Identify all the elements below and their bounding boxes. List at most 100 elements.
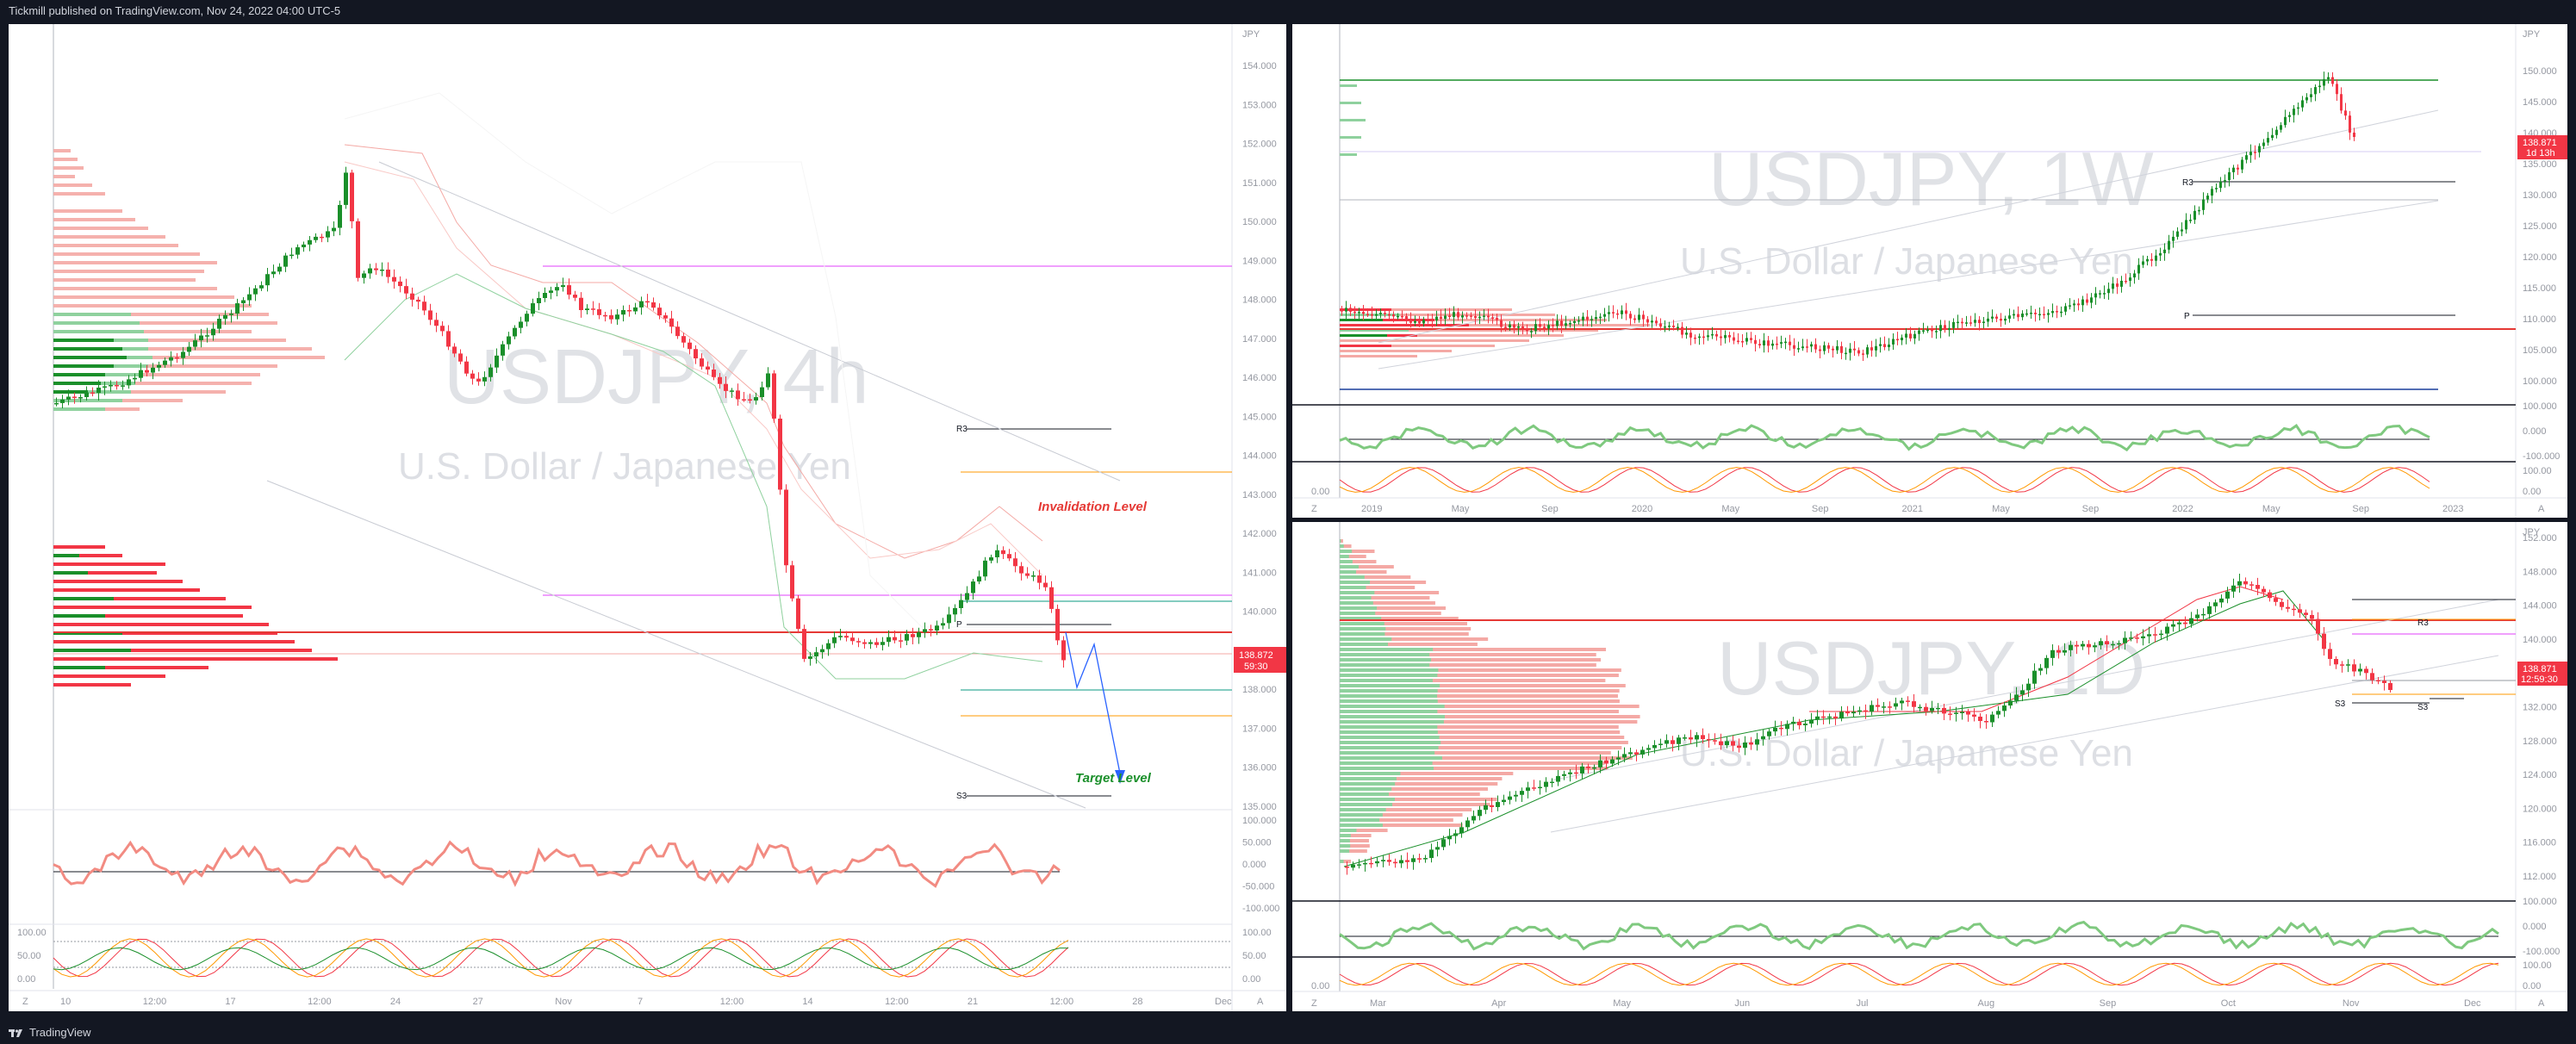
candle	[1422, 320, 1425, 324]
chart-panel-1w[interactable]: USDJPY, 1W U.S. Dollar / Japanese Yen R3…	[1292, 24, 2567, 518]
candle	[1720, 336, 1722, 339]
time-axis-1w[interactable]: 2019 May Sep 2020 May Sep 2021 May Sep 2022 May Sep…	[1361, 504, 2463, 514]
volume-bar	[1340, 777, 1397, 780]
candle	[1037, 575, 1042, 583]
candle	[1707, 739, 1711, 741]
chart-panel-1d[interactable]: USDJPY, 1D U.S. Dollar / Japanese Yen S3…	[1292, 522, 2567, 1011]
candle	[199, 335, 203, 341]
rsi-line-1d	[1339, 920, 2499, 951]
axis-tick: -100.000	[2523, 947, 2560, 957]
candle	[2201, 613, 2206, 616]
candle	[2099, 641, 2103, 646]
candle	[1031, 575, 1036, 577]
candle	[1608, 312, 1610, 314]
time-tick: 12:00	[885, 997, 909, 1007]
candle	[838, 636, 843, 637]
candle	[1345, 308, 1347, 312]
candle	[1496, 802, 1500, 807]
candle	[1055, 608, 1060, 641]
candle	[1487, 315, 1490, 318]
candle	[1530, 331, 1533, 332]
price-axis-1w[interactable]: 150.000145.000140.000135.000130.000125.0…	[2523, 66, 2557, 387]
volume-profile-4h	[53, 149, 338, 687]
candle	[1864, 710, 1868, 712]
volume-bar	[1340, 823, 1383, 827]
chart-4h-canvas[interactable]: USDJPY, 4h U.S. Dollar / Japanese Yen	[9, 24, 1286, 1011]
candle	[1668, 326, 1671, 327]
candle	[2150, 258, 2153, 261]
candle	[1750, 338, 1752, 340]
candle	[1966, 712, 1970, 715]
volume-bar	[1340, 586, 1416, 589]
candle	[694, 349, 698, 359]
candle	[1598, 760, 1602, 767]
candle	[868, 642, 873, 644]
candle	[386, 269, 390, 277]
volume-bar	[1340, 736, 1625, 739]
candle	[2280, 601, 2284, 607]
volume-bar	[1340, 575, 1365, 579]
projection-path	[1065, 631, 1121, 774]
candle	[96, 387, 101, 394]
candle	[2202, 199, 2205, 210]
volume-bar	[1340, 674, 1619, 677]
time-axis-1d[interactable]: Mar Apr May Jun Jul Aug Sep Oct Nov Dec	[1370, 998, 2481, 1009]
axis-tick: 152.000	[1242, 140, 1277, 150]
candle	[2087, 643, 2091, 648]
candle	[1634, 752, 1639, 755]
volume-bar	[1340, 715, 1446, 718]
time-tick: 7	[638, 997, 643, 1007]
corner-z-button[interactable]: Z	[22, 997, 28, 1007]
candle	[1982, 321, 1985, 324]
candle	[826, 643, 831, 649]
stoch-left-value: 0.00	[1311, 487, 1329, 497]
candle	[736, 390, 740, 400]
volume-bar	[1340, 699, 1620, 703]
price-axis-4h[interactable]: 154.000 153.000 152.000 151.000 150.000 149.0…	[1242, 61, 1277, 812]
chart-1w-canvas[interactable]: USDJPY, 1W U.S. Dollar / Japanese Yen R3…	[1292, 24, 2567, 518]
candle	[1392, 314, 1395, 317]
time-tick: 2021	[1902, 504, 1923, 514]
corner-z-button[interactable]: Z	[1311, 998, 1317, 1009]
candle	[2069, 644, 2073, 650]
candle	[2271, 134, 2274, 139]
candle	[1987, 318, 1989, 322]
candle	[2020, 690, 2025, 695]
volume-bar	[1340, 834, 1372, 837]
candle	[1776, 343, 1778, 345]
volume-bar	[1340, 606, 1447, 610]
candle	[1550, 781, 1554, 784]
candle	[127, 379, 131, 386]
candle	[1375, 861, 1379, 864]
corner-a-button[interactable]: A	[1257, 997, 1264, 1007]
candle	[1580, 766, 1584, 774]
candle	[1823, 345, 1826, 351]
candle	[1538, 786, 1542, 789]
corner-a-button[interactable]: A	[2538, 504, 2545, 514]
chart-1d-canvas[interactable]: USDJPY, 1D U.S. Dollar / Japanese Yen S3…	[1292, 522, 2567, 1011]
candle	[2189, 618, 2193, 625]
candle	[501, 344, 505, 356]
candle	[2155, 255, 2157, 261]
time-axis-4h[interactable]: 10 12:00 17 12:00 24 27 Nov 7 12:00 14 12:00 21 12:0…	[60, 997, 1232, 1007]
candle	[205, 335, 209, 337]
volume-bar	[1340, 643, 1478, 646]
chart-panel-4h[interactable]: USDJPY, 4h U.S. Dollar / Japanese Yen	[9, 24, 1286, 1011]
candle	[2262, 142, 2265, 146]
volume-bar	[1340, 710, 1619, 713]
volume-bar	[1340, 617, 1459, 620]
candle	[2225, 591, 2230, 599]
candle	[862, 642, 867, 644]
corner-z-button[interactable]: Z	[1311, 504, 1317, 514]
candle	[103, 386, 107, 388]
time-tick: 17	[225, 997, 235, 1007]
candle	[1362, 312, 1365, 314]
candle	[229, 314, 233, 315]
candle	[1713, 740, 1717, 742]
corner-a-button[interactable]: A	[2538, 998, 2545, 1009]
candle	[1995, 316, 1998, 319]
candle	[2241, 159, 2243, 170]
price-axis-1d[interactable]: 152.000148.000144.000140.000136.000132.0…	[2523, 533, 2557, 882]
volume-bar	[1340, 560, 1353, 563]
candle	[820, 649, 824, 653]
